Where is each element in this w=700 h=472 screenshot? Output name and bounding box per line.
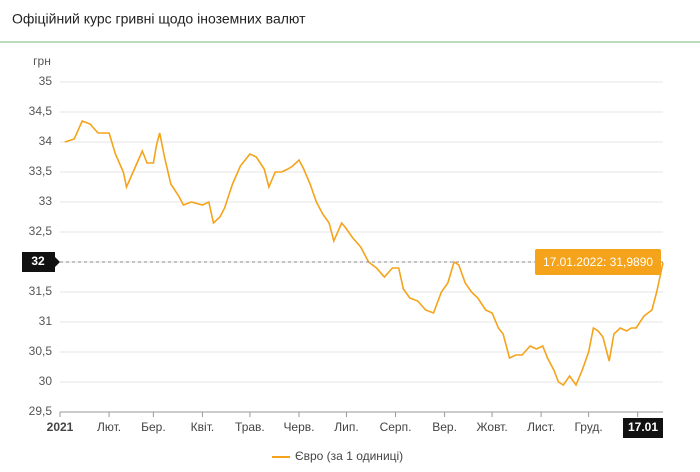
y-tick-label: 31	[39, 314, 53, 328]
x-tick-label: 2021	[47, 420, 74, 434]
y-tick-label: 29,5	[29, 404, 53, 418]
crosshair-y-box	[22, 252, 55, 272]
y-axis-label: грн	[33, 54, 51, 68]
crosshair-x-box	[623, 418, 663, 438]
x-tick-label: Лист.	[527, 420, 555, 434]
y-tick-label: 32,5	[29, 224, 53, 238]
tooltip-text: 17.01.2022: 31,9890	[543, 255, 653, 269]
crosshair-x-label: 17.01	[628, 420, 658, 434]
y-tick-label: 34,5	[29, 104, 53, 118]
legend-label: Євро (за 1 одиниці)	[295, 449, 403, 463]
x-tick-label: Лют.	[97, 420, 121, 434]
x-tick-label: Груд.	[574, 420, 602, 434]
x-tick-label: Квіт.	[191, 420, 215, 434]
x-tick-label: Бер.	[141, 420, 166, 434]
tooltip-box	[535, 249, 661, 275]
crosshair-y-label: 32	[31, 254, 45, 268]
x-tick-label: Серп.	[380, 420, 412, 434]
y-tick-label: 33	[39, 194, 53, 208]
line-series	[64, 119, 664, 387]
y-tick-label: 35	[39, 74, 53, 88]
x-tick-label: Вер.	[432, 420, 457, 434]
x-tick-label: Лип.	[334, 420, 358, 434]
y-tick-label: 34	[39, 134, 53, 148]
y-tick-label: 30,5	[29, 344, 53, 358]
crosshair-y-arrow	[55, 257, 60, 267]
x-tick-label: Черв.	[283, 420, 314, 434]
y-tick-label: 30	[39, 374, 53, 388]
x-tick-label: Жовт.	[476, 420, 507, 434]
y-tick-label: 31,5	[29, 284, 53, 298]
chart-title: Офіційний курс гривні щодо іноземних вал…	[12, 11, 306, 27]
x-tick-label: Трав.	[235, 420, 265, 434]
header	[0, 0, 700, 42]
y-tick-label: 33,5	[29, 164, 53, 178]
